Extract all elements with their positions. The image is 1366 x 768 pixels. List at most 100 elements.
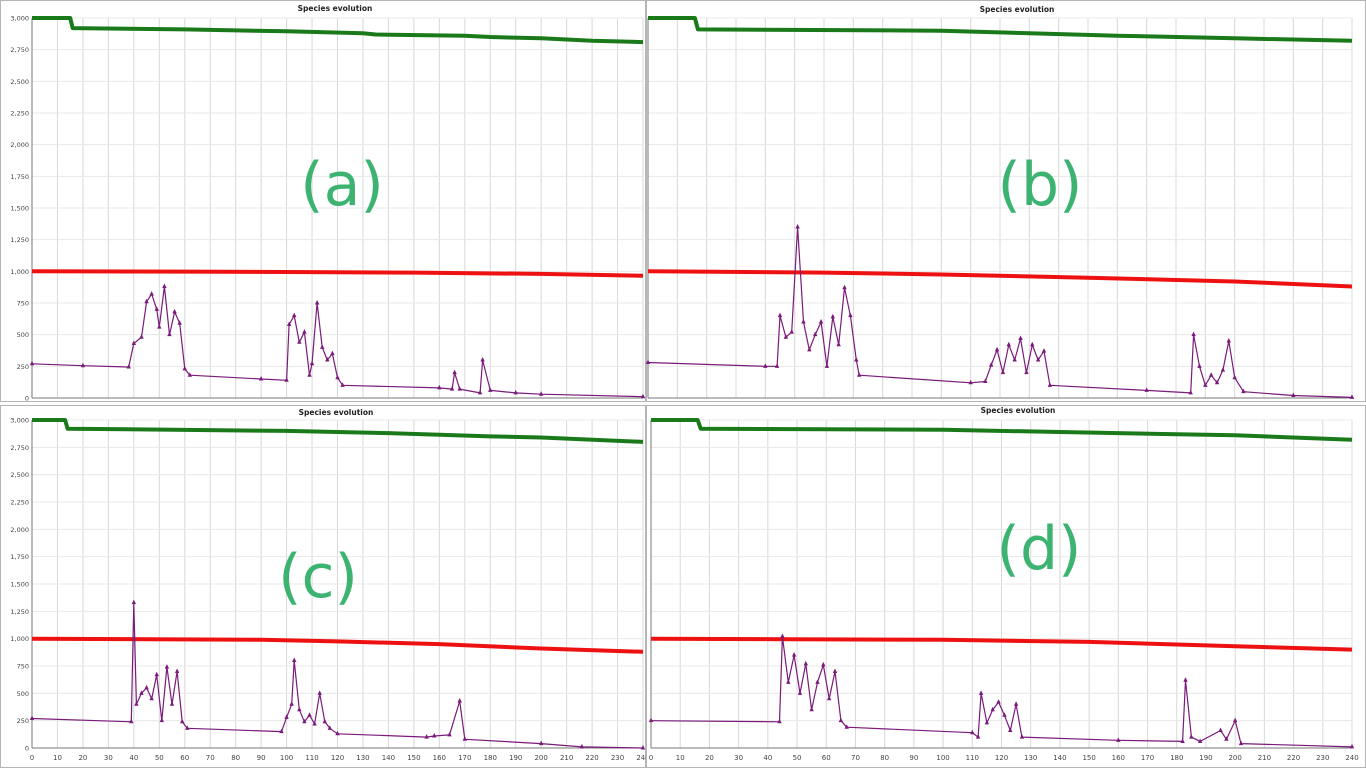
series-point [1197,738,1203,743]
series-point [289,701,294,706]
series-point [1226,338,1231,343]
x-tick-label: 30 [104,754,113,762]
series-point [149,695,154,701]
series-point [970,729,975,735]
series-point [813,331,818,337]
series-point [978,690,984,695]
x-tick-label: 100 [280,754,293,762]
y-tick-label: 1,500 [10,581,29,589]
x-tick-label: 140 [1053,754,1066,762]
series-point [538,740,544,746]
chart-panel-d: 0 10 20 30 40 50 60 70 80 90 100 110 120 130 140 150 160… [646,405,1366,768]
series-point [984,719,990,725]
series-point [538,391,544,396]
series-point [968,379,973,385]
x-tick-label: 170 [1141,754,1154,762]
series-point [167,331,172,337]
x-tick-label: 150 [407,754,420,762]
x-tick-label: 130 [1024,754,1037,762]
series-point [1220,367,1226,372]
series-point [857,372,862,377]
series-point [437,384,442,390]
series-point [1218,727,1223,733]
series-point [1232,374,1237,380]
y-tick-label: 2,000 [10,526,29,534]
x-tick-label: 220 [585,754,598,762]
series-point [149,291,154,296]
chart-title: Species evolution [980,5,1055,14]
series-point [836,341,841,347]
series-point [832,668,838,673]
series-point [996,699,1001,704]
series-point [1008,727,1013,733]
x-tick-label: 180 [484,754,497,762]
series-point [1183,677,1188,682]
series-point [818,319,824,324]
series-point [1197,363,1202,368]
series-line [648,16,1353,43]
series-point [1349,394,1355,399]
series-point [783,334,789,339]
series-point [284,714,289,719]
series-point [157,324,162,329]
x-tick-label: 110 [305,754,318,762]
x-tick-label: 140 [382,754,395,762]
y-tick-label: 2,500 [10,78,29,86]
series-point [317,690,322,695]
series-point [1018,335,1023,340]
series-point [1209,372,1214,377]
series-point [302,718,307,724]
x-tick-label: 120 [331,754,344,762]
series-line [32,418,644,444]
series-point [1291,392,1296,397]
y-tick-label: 750 [17,663,29,671]
series-point [1214,379,1220,385]
series-point [1224,736,1229,741]
y-tick-label: 1,750 [10,553,29,561]
x-tick-label: 60 [180,754,189,762]
series-point [824,363,830,368]
x-tick-label: 20 [705,754,714,762]
series-point [457,386,462,391]
series-point [284,377,289,382]
y-tick-label: 3,000 [10,15,29,23]
x-tick-label: 0 [30,754,34,762]
series-point [432,732,437,738]
series-point [139,690,144,695]
x-tick-label: 230 [611,754,624,762]
chart-title: Species evolution [299,408,374,417]
series-point [791,652,797,657]
series-point [258,376,264,381]
series-point [1241,388,1246,394]
series-line [31,636,644,654]
series-point [795,224,800,229]
series-point [488,387,493,392]
series-point [1349,743,1355,749]
series-point [821,661,826,667]
series-point [854,357,859,362]
series-point [1191,331,1196,337]
series-point [174,668,180,673]
series-point [1203,382,1208,387]
series-point [292,312,297,318]
series-point [187,372,193,377]
x-tick-label: 220 [1287,754,1300,762]
y-tick-label: 0 [25,395,29,403]
x-tick-label: 230 [1316,754,1329,762]
series-point [340,382,345,387]
series-point [185,725,190,730]
series-point [449,386,455,391]
series-point [327,725,333,730]
series-point [780,633,785,638]
x-tick-label: 240 [636,754,649,762]
series-point [477,389,483,395]
x-tick-label: 150 [1082,754,1095,762]
series-point [129,718,134,724]
panel-label: (c) [278,542,358,612]
series-point [139,334,144,339]
x-tick-label: 40 [129,754,138,762]
series-point [774,363,780,368]
series-point [330,350,335,356]
series-point [131,599,137,605]
x-tick-label: 200 [1228,754,1241,762]
